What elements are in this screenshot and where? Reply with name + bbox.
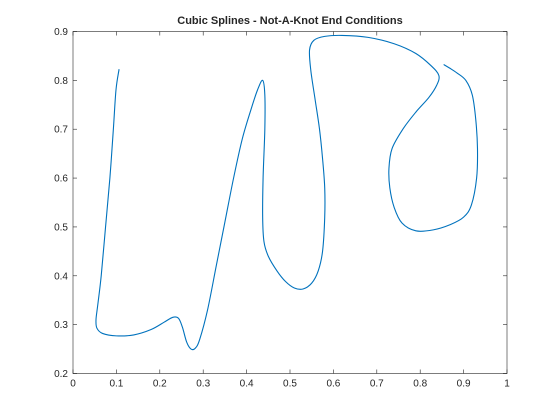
x-tick-label: 0.6 [326, 379, 340, 390]
x-tick-label: 1 [504, 379, 510, 390]
x-tick-label: 0.2 [153, 379, 167, 390]
y-tick-label: 0.5 [54, 222, 68, 233]
y-tick-label: 0.6 [54, 174, 68, 185]
x-tick-label: 0.4 [240, 379, 254, 390]
x-tick-label: 0 [70, 379, 76, 390]
x-tick-label: 0.8 [413, 379, 427, 390]
x-tick-label: 0.7 [370, 379, 384, 390]
x-tick-label: 0.5 [283, 379, 297, 390]
y-tick-label: 0.7 [54, 125, 68, 136]
axes-box [72, 31, 508, 374]
series-layer [95, 34, 479, 351]
y-tick-label: 0.9 [54, 27, 68, 38]
x-tick-label: 0.3 [196, 379, 210, 390]
chart-title: Cubic Splines - Not-A-Knot End Condition… [177, 15, 402, 27]
x-tick-label: 0.9 [457, 379, 471, 390]
y-tick-label: 0.3 [54, 320, 68, 331]
y-ticks: 0.2 0.3 0.4 0.5 0.6 0.7 0.8 0.9 [54, 27, 507, 380]
y-tick-label: 0.2 [54, 369, 68, 380]
y-tick-label: 0.4 [54, 271, 68, 282]
spline-curve [95, 34, 479, 351]
y-tick-label: 0.8 [54, 76, 68, 87]
x-tick-label: 0.1 [109, 379, 123, 390]
x-ticks: 0 0.1 0.2 0.3 0.4 0.5 0.6 0.7 0.8 0.9 1 [70, 31, 510, 390]
